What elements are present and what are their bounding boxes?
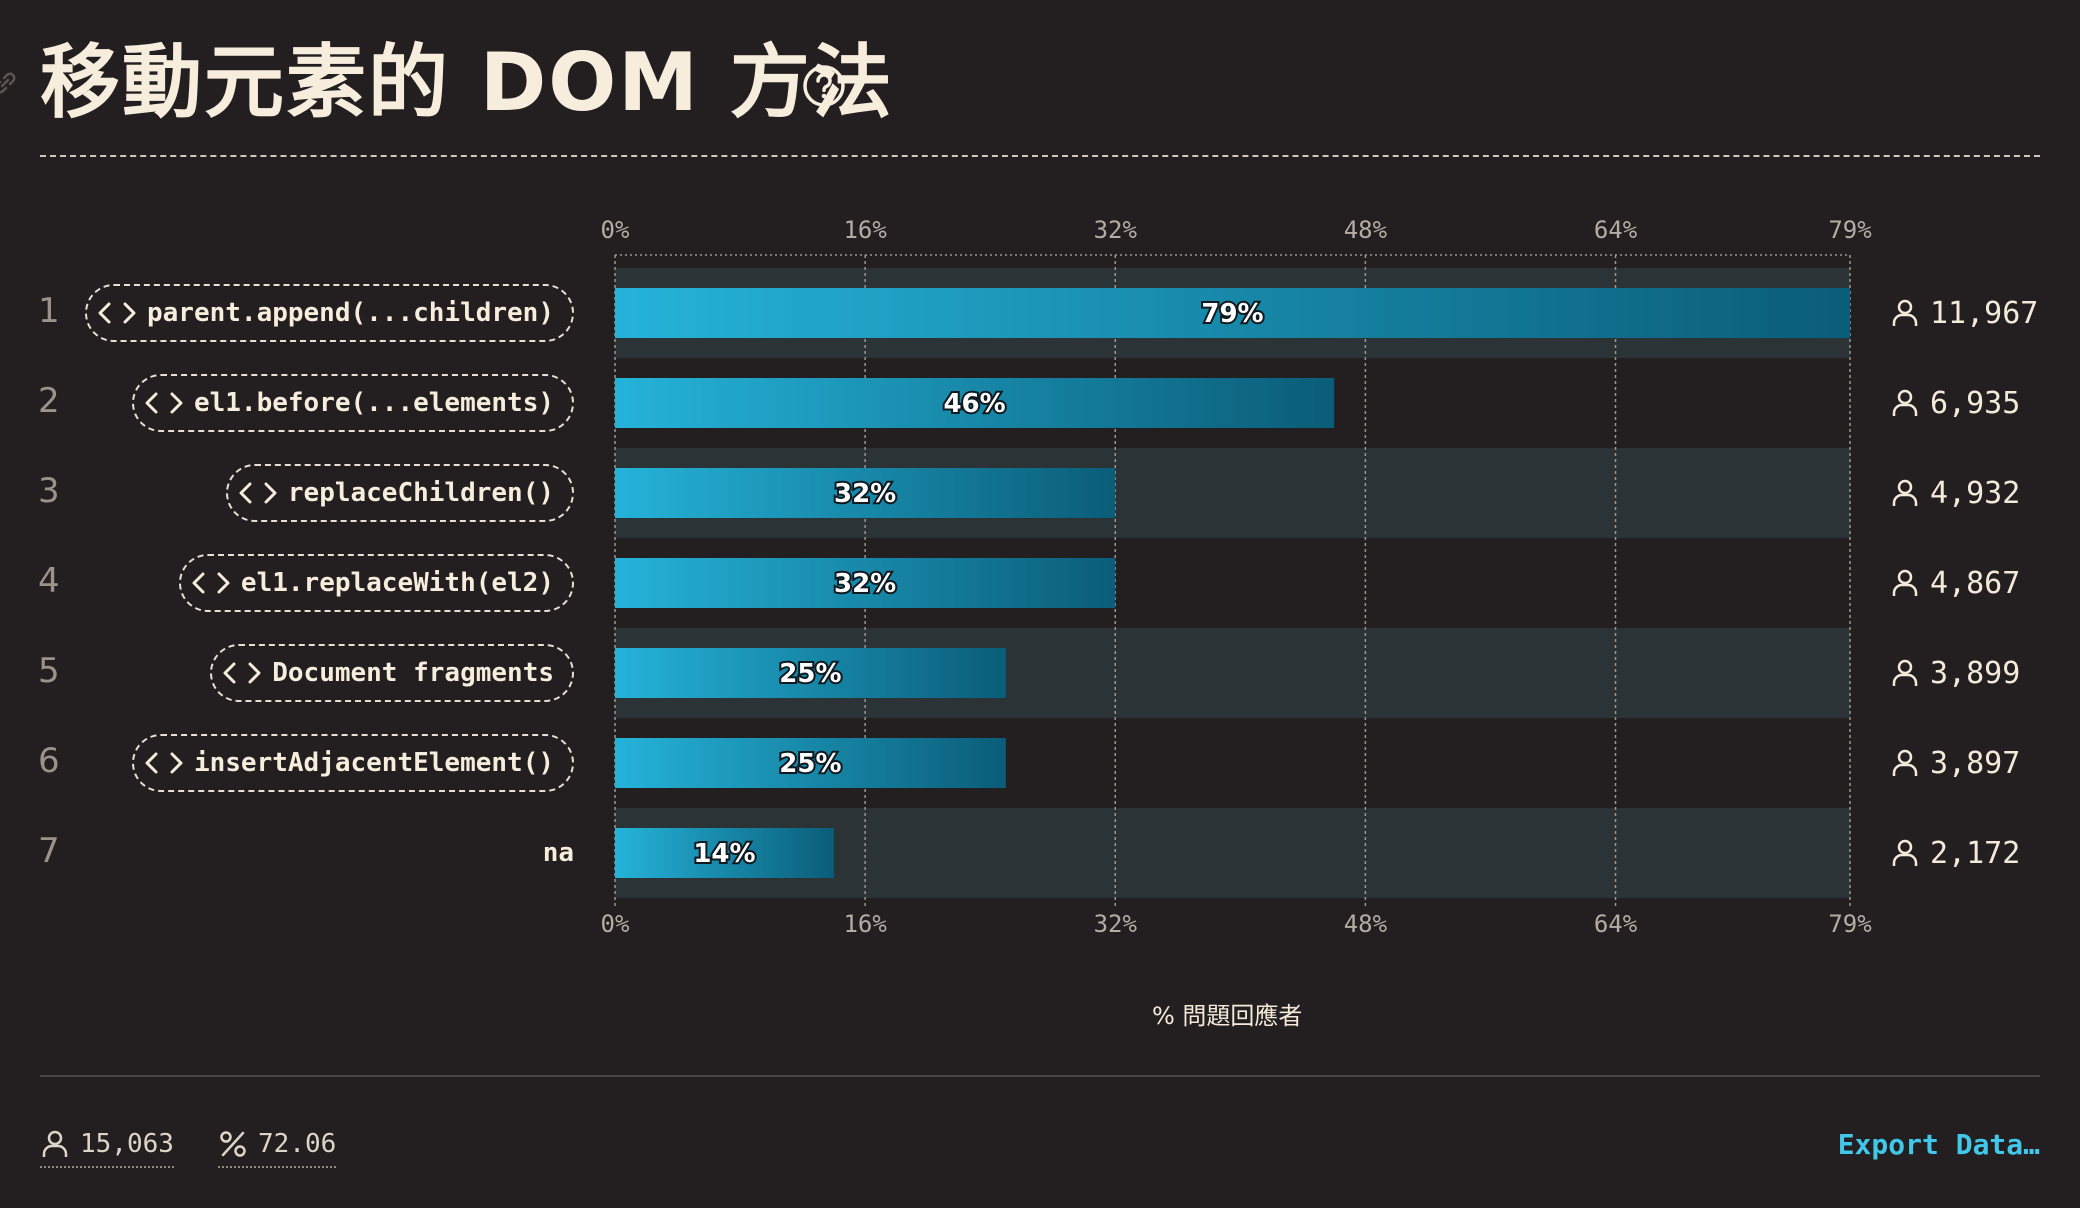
code-brackets-icon	[98, 302, 136, 324]
bar-value-label: 14%	[693, 839, 755, 869]
respondent-count-value: 4,932	[1930, 475, 2021, 511]
respondent-count-value: 11,967	[1930, 295, 2039, 331]
code-brackets-icon	[145, 752, 183, 774]
help-circle-icon[interactable]	[802, 64, 846, 108]
bar-value-label: 79%	[1201, 299, 1263, 329]
row-rank: 5	[38, 651, 60, 691]
link-icon[interactable]	[0, 70, 18, 96]
row-rank: 1	[38, 291, 60, 331]
x-tick-label-top: 32%	[1094, 216, 1138, 244]
user-icon	[1892, 389, 1918, 416]
category-label[interactable]: insertAdjacentElement()	[131, 734, 574, 792]
code-brackets-icon	[145, 392, 183, 414]
title-divider	[40, 155, 2040, 157]
percent-value: 72.06	[258, 1129, 337, 1159]
bar-value-label: 25%	[779, 749, 841, 779]
page-title: 移動元素的 DOM 方法	[40, 36, 894, 129]
respondent-count-value: 3,899	[1930, 655, 2021, 691]
user-icon	[1892, 299, 1918, 326]
x-tick-label-bottom: 48%	[1344, 910, 1388, 938]
respondent-count: 3,899	[1890, 653, 2020, 693]
category-label[interactable]: Document fragments	[210, 644, 574, 702]
bar[interactable]	[615, 378, 1335, 428]
user-icon	[42, 1130, 68, 1157]
respondent-count-value: 4,867	[1930, 565, 2021, 601]
bar[interactable]	[615, 738, 1006, 788]
row-rank: 7	[38, 831, 60, 871]
code-brackets-icon	[223, 662, 261, 684]
x-tick-label-top: 79%	[1828, 216, 1872, 244]
x-tick-label-top: 48%	[1344, 216, 1388, 244]
respondent-count-value: 6,935	[1930, 385, 2021, 421]
bar[interactable]	[615, 558, 1116, 608]
category-label-text: na	[542, 838, 574, 868]
code-brackets-icon	[239, 482, 277, 504]
bar-value-label: 25%	[779, 659, 841, 689]
x-tick-label-bottom: 16%	[843, 910, 887, 938]
code-brackets-icon	[192, 572, 230, 594]
x-tick-label-top: 64%	[1594, 216, 1638, 244]
bar-chart: 79%46%32%32%25%25%14% 0% 16% 32% 48% 64% 79% …	[601, 216, 1873, 938]
user-icon	[1892, 479, 1918, 506]
footer-divider	[40, 1075, 2040, 1077]
export-data-button[interactable]: Export Data…	[1837, 1127, 2040, 1161]
category-label-text: Document fragments	[272, 658, 554, 688]
respondent-count-value: 2,172	[1930, 835, 2021, 871]
total-respondents[interactable]: 15,063	[40, 1124, 174, 1168]
respondent-count: 4,867	[1890, 563, 2020, 603]
x-tick-label-top: 16%	[843, 216, 887, 244]
bar-value-label: 32%	[834, 569, 896, 599]
respondent-count-value: 3,897	[1930, 745, 2021, 781]
x-tick-label-bottom: 0%	[601, 910, 630, 938]
bar-value-label: 32%	[834, 479, 896, 509]
user-icon	[1892, 659, 1918, 686]
response-percentage[interactable]: 72.06	[218, 1124, 337, 1168]
bar[interactable]	[615, 828, 834, 878]
category-label-text: parent.append(...children)	[147, 298, 554, 328]
respondent-count: 6,935	[1890, 383, 2020, 423]
category-label[interactable]: parent.append(...children)	[85, 284, 574, 342]
bar[interactable]	[615, 468, 1116, 518]
bar[interactable]	[615, 288, 1850, 338]
row-rank: 6	[38, 741, 60, 781]
respondent-count: 2,172	[1890, 833, 2020, 873]
category-label: na	[543, 824, 574, 882]
x-tick-label-bottom: 32%	[1094, 910, 1138, 938]
category-label[interactable]: el1.replaceWith(el2)	[178, 554, 574, 612]
x-axis-title: % 問題回應者	[1152, 1002, 1303, 1030]
user-icon	[1892, 839, 1918, 866]
category-label[interactable]: el1.before(...elements)	[131, 374, 574, 432]
category-label-text: el1.before(...elements)	[193, 388, 554, 418]
x-tick-label-top: 0%	[601, 216, 630, 244]
row-rank: 4	[38, 561, 60, 601]
bar[interactable]	[615, 648, 1006, 698]
respondent-count: 4,932	[1890, 473, 2020, 513]
user-icon	[1892, 749, 1918, 776]
user-icon	[1892, 569, 1918, 596]
row-rank: 3	[38, 471, 60, 511]
respondent-count: 11,967	[1890, 293, 2038, 333]
percent-icon	[220, 1131, 246, 1157]
bar-value-label: 46%	[943, 389, 1005, 419]
x-tick-label-bottom: 64%	[1594, 910, 1638, 938]
category-label-text: replaceChildren()	[287, 478, 554, 508]
category-label-text: el1.replaceWith(el2)	[240, 568, 554, 598]
respondents-value: 15,063	[80, 1129, 174, 1159]
row-rank: 2	[38, 381, 60, 421]
x-tick-label-bottom: 79%	[1828, 910, 1872, 938]
category-label-text: insertAdjacentElement()	[193, 748, 554, 778]
respondent-count: 3,897	[1890, 743, 2020, 783]
category-label[interactable]: replaceChildren()	[225, 464, 574, 522]
